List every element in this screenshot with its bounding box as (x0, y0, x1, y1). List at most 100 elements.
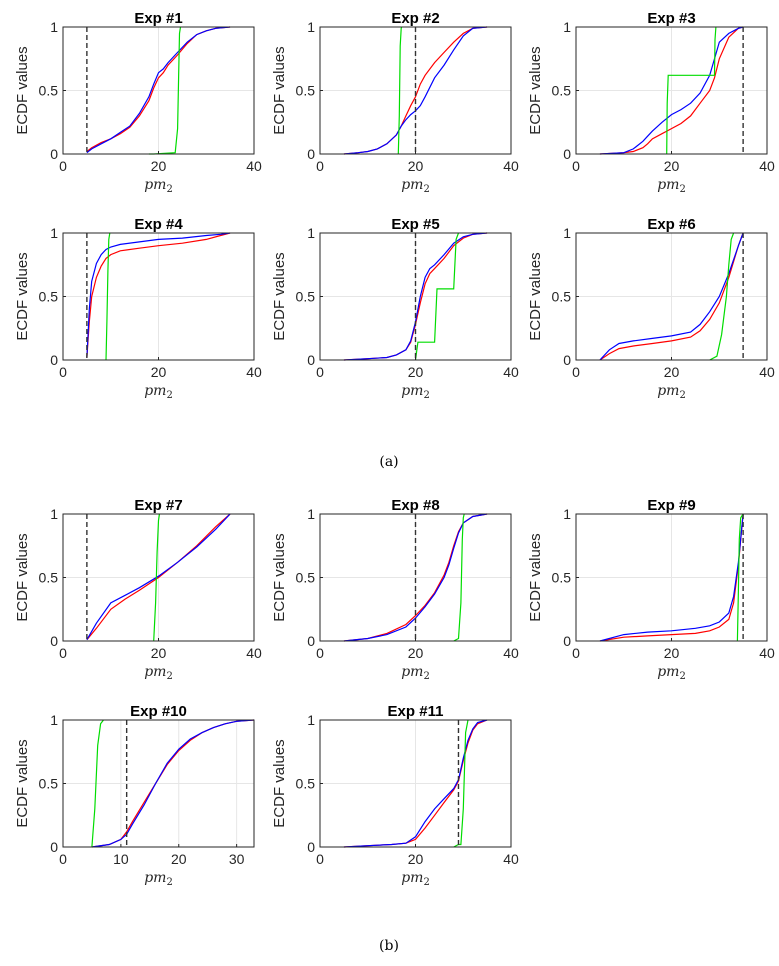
y-tick-label: 0 (307, 839, 315, 855)
y-axis-label: ECDF values (271, 46, 288, 134)
x-axis-label-base: pm (401, 870, 423, 886)
plot-exp-7: 0 20 40 0 0.5 1 Exp #7 ECDF values pm2 (14, 497, 262, 682)
y-tick-label: 1 (307, 225, 315, 241)
x-axis-label-subscript: 2 (423, 390, 429, 401)
y-tick-label: 1 (50, 506, 58, 522)
x-axis-label-subscript: 2 (679, 390, 685, 401)
x-axis-label-base: pm (144, 177, 166, 193)
x-tick-label: 0 (59, 158, 67, 174)
x-axis-label: pm2 (657, 383, 686, 401)
x-tick-label: 40 (503, 645, 519, 661)
y-axis-label: ECDF values (527, 252, 544, 340)
x-tick-label: 40 (246, 645, 262, 661)
x-tick-label: 20 (664, 364, 680, 380)
x-tick-label: 40 (759, 158, 775, 174)
series-blue-line (86, 513, 231, 640)
y-tick-label: 0.5 (39, 776, 59, 792)
x-tick-label: 20 (664, 645, 680, 661)
series-blue-line (343, 26, 488, 155)
series-green-line (453, 719, 469, 848)
x-tick-label: 20 (408, 364, 424, 380)
x-axis-label-subscript: 2 (166, 877, 172, 888)
y-tick-label: 0 (50, 839, 58, 855)
x-axis-label-base: pm (144, 664, 166, 680)
x-axis-label: pm2 (401, 870, 430, 888)
y-axis-label: ECDF values (271, 252, 288, 340)
plot-title: Exp #2 (391, 10, 439, 27)
y-tick-label: 0.5 (296, 570, 316, 586)
x-tick-label: 40 (503, 364, 519, 380)
y-tick-label: 1 (307, 712, 315, 728)
plot-exp-2: 0 20 40 0 0.5 1 Exp #2 ECDF values pm2 (271, 10, 519, 195)
plot-title: Exp #5 (391, 216, 439, 233)
x-axis-label: pm2 (144, 870, 173, 888)
plot-title: Exp #3 (647, 10, 695, 27)
x-tick-label: 10 (113, 851, 129, 867)
x-tick-label: 0 (316, 645, 324, 661)
x-tick-label: 0 (316, 364, 324, 380)
plot-title: Exp #10 (130, 703, 187, 720)
x-tick-label: 40 (503, 158, 519, 174)
series-green-line (666, 26, 717, 155)
x-axis-label: pm2 (401, 383, 430, 401)
y-tick-label: 1 (50, 712, 58, 728)
x-axis-label: pm2 (144, 177, 173, 195)
plot-exp-10: 0 10 20 30 0 0.5 1 Exp #10 ECDF values pm2 (14, 703, 255, 888)
series-red-line (86, 513, 231, 641)
x-axis-label-base: pm (401, 383, 423, 399)
x-tick-label: 0 (59, 851, 67, 867)
x-axis-label-base: pm (657, 383, 679, 399)
x-axis-label: pm2 (144, 383, 173, 401)
x-tick-label: 30 (229, 851, 245, 867)
x-axis-label-subscript: 2 (423, 671, 429, 682)
y-tick-label: 0 (307, 352, 315, 368)
series-green-line (453, 513, 465, 642)
plot-exp-4: 0 20 40 0 0.5 1 Exp #4 ECDF values pm2 (14, 216, 262, 401)
x-tick-label: 20 (408, 851, 424, 867)
series-red-line (599, 26, 744, 155)
caption-b: (b) (379, 938, 399, 954)
x-tick-label: 40 (246, 364, 262, 380)
series-blue-line (343, 719, 488, 848)
x-axis-label-subscript: 2 (679, 184, 685, 195)
y-tick-label: 0 (307, 146, 315, 162)
series-green-line (736, 513, 744, 642)
series-green-line (414, 232, 460, 361)
y-tick-label: 0.5 (39, 570, 59, 586)
series-blue-line (599, 513, 744, 642)
series-red-line (599, 232, 744, 361)
x-tick-label: 40 (503, 851, 519, 867)
y-tick-label: 0 (50, 146, 58, 162)
x-tick-label: 40 (246, 158, 262, 174)
plot-title: Exp #11 (388, 703, 444, 720)
y-axis-label: ECDF values (527, 533, 544, 621)
x-tick-label: 20 (408, 645, 424, 661)
x-axis-label-base: pm (144, 383, 166, 399)
series-blue-line (599, 232, 744, 361)
caption-a: (a) (379, 454, 398, 470)
series-red-line (86, 232, 231, 358)
plot-title: Exp #6 (647, 216, 695, 233)
x-axis-label: pm2 (144, 664, 173, 682)
series-blue-line (343, 232, 488, 361)
y-tick-label: 1 (50, 225, 58, 241)
series-blue-line (91, 719, 255, 848)
series-green-line (105, 232, 111, 361)
x-axis-label-base: pm (657, 664, 679, 680)
y-tick-label: 0.5 (296, 83, 316, 99)
y-tick-label: 1 (563, 506, 571, 522)
y-tick-label: 1 (307, 506, 315, 522)
y-tick-label: 0 (563, 146, 571, 162)
y-tick-label: 0.5 (39, 289, 59, 305)
x-tick-label: 20 (151, 364, 167, 380)
x-tick-label: 20 (408, 158, 424, 174)
y-tick-label: 1 (307, 19, 315, 35)
plot-title: Exp #1 (134, 10, 182, 27)
y-axis-label: ECDF values (14, 739, 31, 827)
x-axis-label-subscript: 2 (423, 877, 429, 888)
x-axis-label-base: pm (401, 664, 423, 680)
x-tick-label: 20 (171, 851, 187, 867)
x-tick-label: 0 (572, 158, 580, 174)
x-axis-label: pm2 (401, 664, 430, 682)
